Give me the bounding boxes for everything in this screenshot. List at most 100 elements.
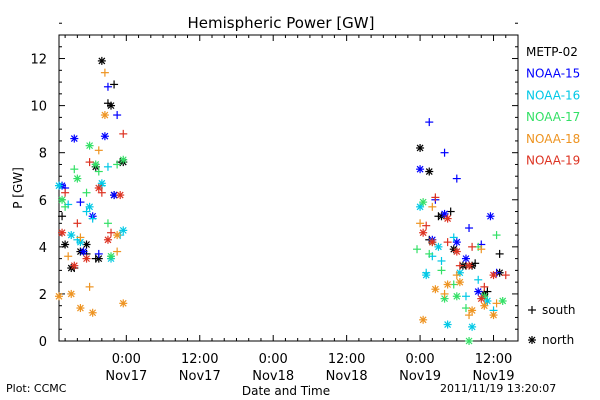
x-tick-label-date: Nov18 (252, 369, 294, 384)
point-north-noaa-18 (76, 304, 85, 313)
point-north-noaa-18 (455, 278, 464, 287)
point-north-noaa-16 (443, 320, 452, 329)
point-south-noaa-18 (428, 202, 437, 211)
y-tick-label: 12 (30, 53, 47, 68)
point-north-noaa-17 (85, 141, 94, 150)
point-south-noaa-18 (85, 282, 94, 291)
point-south-noaa-19 (468, 242, 477, 251)
point-south-noaa-19 (73, 219, 82, 228)
point-south-noaa-16 (474, 275, 483, 284)
point-south-noaa-16 (82, 207, 91, 216)
y-tick-label: 8 (39, 147, 47, 162)
y-tick-label: 10 (30, 100, 47, 115)
point-north-metp-02 (425, 167, 434, 176)
point-south-noaa-18 (465, 311, 474, 320)
point-north-noaa-15 (461, 254, 470, 263)
y-axis-label: P [GW] (11, 167, 25, 209)
point-north-noaa-19 (428, 238, 437, 247)
point-south-noaa-18 (100, 68, 109, 77)
point-north-noaa-15 (452, 238, 461, 247)
point-north-noaa-19 (489, 271, 498, 280)
point-south-noaa-18 (492, 299, 501, 308)
y-tick-label: 6 (39, 194, 47, 209)
point-north-noaa-19 (58, 228, 67, 237)
point-south-noaa-19 (431, 193, 440, 202)
point-north-noaa-16 (55, 181, 63, 190)
x-tick-label-time: 0:00 (405, 352, 434, 367)
point-north-noaa-15 (79, 247, 88, 256)
point-south-noaa-19 (97, 188, 106, 197)
x-tick-label-date: Nov19 (473, 369, 515, 384)
point-north-noaa-19 (465, 261, 474, 270)
point-north-noaa-18 (88, 308, 97, 317)
point-north-noaa-18 (119, 299, 128, 308)
point-south-noaa-16 (103, 162, 112, 171)
point-north-noaa-19 (94, 184, 103, 192)
y-tick-label: 0 (39, 335, 47, 350)
x-tick-label-time: 12:00 (181, 352, 218, 367)
point-north-noaa-17 (73, 174, 82, 183)
point-south-noaa-17 (70, 165, 79, 174)
point-south-noaa-15 (440, 148, 449, 157)
point-north-noaa-16 (67, 231, 76, 240)
point-south-noaa-15 (113, 111, 122, 120)
point-south-metp-02 (110, 80, 119, 89)
point-south-noaa-17 (82, 188, 91, 197)
point-north-noaa-18 (419, 315, 428, 324)
point-south-noaa-19 (85, 158, 94, 167)
point-north-noaa-19 (70, 261, 79, 270)
point-north-noaa-18 (480, 301, 489, 310)
point-north-noaa-18 (431, 285, 440, 294)
point-south-noaa-17 (61, 202, 70, 211)
point-north-noaa-15 (474, 287, 483, 296)
point-south-noaa-18 (416, 219, 425, 228)
point-north-noaa-19 (419, 228, 428, 237)
point-north-noaa-17 (107, 252, 116, 261)
point-south-noaa-19 (443, 238, 452, 247)
point-north-noaa-16 (422, 271, 431, 280)
point-south-noaa-15 (76, 198, 85, 207)
point-north-noaa-16 (97, 179, 106, 188)
legend-entry-noaa-19: NOAA-19 (526, 154, 580, 168)
point-south-noaa-16 (461, 292, 470, 301)
point-south-noaa-19 (480, 282, 489, 291)
point-north-noaa-18 (443, 280, 452, 289)
x-tick-label-time: 0:00 (259, 352, 288, 367)
point-south-noaa-17 (437, 266, 446, 275)
point-north-noaa-16 (119, 226, 128, 235)
point-north-noaa-18 (100, 111, 109, 120)
point-north-noaa-16 (85, 202, 94, 211)
y-tick-label: 4 (39, 241, 47, 256)
point-north-noaa-16 (483, 296, 492, 305)
point-south-noaa-17 (425, 249, 434, 258)
point-south-noaa-16 (437, 256, 446, 265)
point-south-noaa-19 (455, 261, 464, 270)
legend-marker-label-south: south (542, 303, 576, 317)
point-north-noaa-19 (477, 294, 486, 303)
point-north-noaa-16 (468, 322, 477, 331)
point-north-metp-02 (107, 101, 116, 110)
point-north-noaa-18 (489, 311, 498, 320)
point-north-noaa-15 (70, 134, 79, 143)
point-south-noaa-16 (449, 233, 458, 242)
point-south-noaa-17 (113, 160, 122, 169)
legend-entry-noaa-18: NOAA-18 (526, 132, 580, 146)
point-south-noaa-17 (94, 167, 103, 176)
data-points-layer (55, 56, 510, 345)
point-south-noaa-15 (465, 224, 474, 233)
plot-timestamp: 2011/11/19 13:20:07 (440, 382, 557, 395)
y-tick-label: 2 (39, 288, 47, 303)
x-axis-label: Date and Time (242, 384, 330, 398)
point-south-noaa-18 (94, 146, 103, 155)
point-north-noaa-15 (440, 209, 449, 218)
point-south-noaa-15 (103, 82, 112, 91)
legend-entry-metp-02: METP-02 (526, 45, 578, 59)
point-south-noaa-19 (107, 228, 116, 237)
point-south-noaa-18 (76, 233, 85, 242)
plot-area-frame (58, 34, 519, 342)
x-tick-label-time: 12:00 (328, 352, 365, 367)
point-north-noaa-17 (498, 296, 507, 305)
point-south-noaa-15 (425, 118, 434, 127)
point-north-noaa-15 (486, 212, 495, 221)
